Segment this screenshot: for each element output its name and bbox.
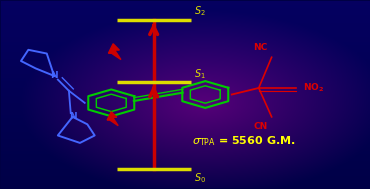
Polygon shape <box>107 112 118 126</box>
Text: $S_2$: $S_2$ <box>194 4 206 18</box>
Text: CN: CN <box>253 122 268 131</box>
Text: $\sigma_{\rm TPA}$ = 5560 G.M.: $\sigma_{\rm TPA}$ = 5560 G.M. <box>192 134 296 148</box>
Text: NC: NC <box>253 43 268 53</box>
Text: $S_1$: $S_1$ <box>194 67 206 81</box>
Polygon shape <box>108 44 121 60</box>
Text: $S_0$: $S_0$ <box>194 171 206 185</box>
Text: N: N <box>50 71 58 80</box>
Text: N: N <box>69 112 76 121</box>
Text: $\mathregular{NO_2}$: $\mathregular{NO_2}$ <box>303 82 324 94</box>
